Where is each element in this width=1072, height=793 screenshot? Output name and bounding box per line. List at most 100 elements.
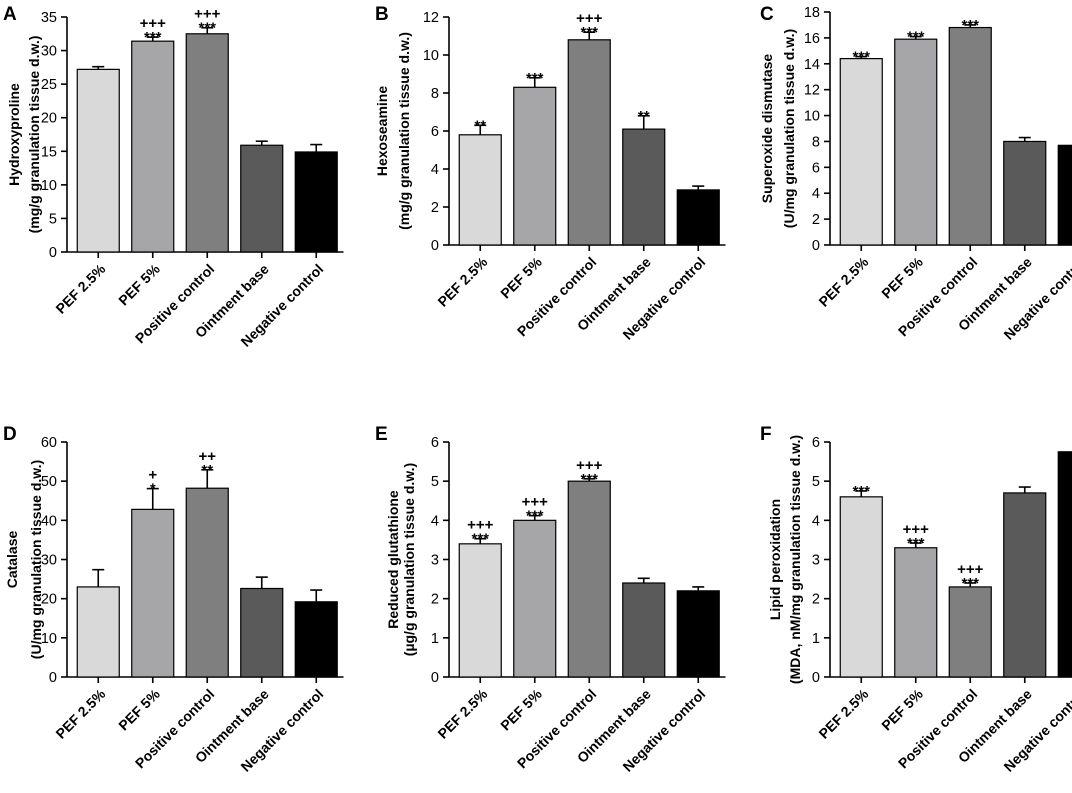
bar (1003, 492, 1047, 678)
significance-plus: +++ (467, 517, 494, 534)
y-tick-label: 40 (41, 513, 57, 529)
significance-stars: *** (852, 483, 870, 500)
significance-stars: ** (638, 108, 650, 125)
significance-stars: *** (907, 535, 925, 552)
bar (513, 86, 557, 246)
y-axis-subtitle: (mg/g granulation tissue d.w.) (396, 32, 412, 230)
bar (240, 587, 284, 678)
bar (1057, 144, 1072, 246)
y-tick-label: 5 (431, 474, 439, 490)
y-tick-label: 20 (41, 111, 57, 127)
significance-plus: +++ (522, 494, 549, 511)
significance-plus: +++ (576, 10, 603, 27)
x-category-label: PEF 5% (497, 685, 545, 733)
significance-stars: *** (852, 49, 870, 66)
y-tick-label: 0 (431, 670, 439, 686)
bar (294, 601, 338, 678)
y-tick-label: 4 (431, 162, 439, 178)
y-axis-subtitle: (U/mg granulation tissue d.w.) (781, 29, 797, 228)
y-tick-label: 16 (804, 31, 820, 47)
bar (567, 480, 611, 678)
y-tick-label: 10 (423, 48, 439, 64)
y-tick-label: 8 (812, 134, 820, 150)
y-tick-label: 35 (41, 10, 57, 26)
significance-stars: ** (474, 117, 486, 134)
panel-letter: E (375, 424, 388, 445)
x-category-label: PEF 2.5% (815, 685, 871, 741)
bar (458, 134, 502, 246)
bar (676, 189, 720, 246)
bar (76, 68, 120, 253)
y-tick-label: 6 (431, 124, 439, 140)
y-tick-label: 30 (41, 44, 57, 60)
y-axis-title: Catalase (4, 530, 20, 588)
x-category-label: PEF 5% (115, 685, 163, 733)
significance-plus: +++ (576, 457, 603, 474)
y-tick-label: 0 (812, 238, 820, 254)
y-tick-label: 0 (49, 670, 57, 686)
bar (839, 57, 883, 246)
significance-stars: ** (201, 462, 213, 479)
y-tick-label: 14 (804, 57, 820, 73)
panel-e: E 0 1 2 3 4 5 6 Reduced glutathione (µg/g granula… (375, 424, 726, 775)
y-tick-label: 0 (812, 670, 820, 686)
bar (294, 151, 338, 253)
y-axis-subtitle: (MDA, nM/mg granulation tissue d.w.) (787, 435, 803, 684)
significance-stars: *** (526, 508, 544, 525)
bar (622, 128, 666, 246)
bar (458, 543, 502, 678)
y-tick-label: 6 (812, 160, 820, 176)
panel-f: F 0 1 2 3 4 5 6 Lipid peroxidation (MDA, nM/mg gr… (760, 424, 1072, 775)
y-tick-label: 2 (431, 200, 439, 216)
x-category-label: PEF 5% (878, 253, 926, 301)
panel-letter: A (3, 4, 17, 25)
significance-plus: ++ (198, 448, 216, 465)
significance-stars: * (150, 481, 156, 498)
bar (1003, 140, 1047, 246)
panel-a: A 0 5 10 15 20 25 30 35 Hydroxyproline (mg/g granu… (3, 4, 344, 350)
panel-letter: B (375, 4, 389, 25)
y-tick-label: 5 (812, 474, 820, 490)
y-tick-label: 10 (804, 109, 820, 125)
y-tick-label: 50 (41, 474, 57, 490)
y-tick-label: 4 (431, 513, 439, 529)
x-category-label: PEF 2.5% (815, 253, 871, 309)
bar (185, 33, 229, 253)
bar (894, 38, 938, 246)
y-tick-label: 4 (812, 513, 820, 529)
panel-b: B 0 2 4 6 8 10 12 Hexoseamine (mg/g granulation t… (374, 4, 726, 343)
y-tick-label: 2 (812, 592, 820, 608)
y-axis-subtitle: (mg/g granulation tissue d.w.) (26, 36, 42, 234)
y-axis-title: Hexoseamine (374, 86, 390, 176)
y-tick-label: 3 (812, 553, 820, 569)
y-tick-label: 25 (41, 77, 57, 93)
y-tick-label: 0 (49, 245, 57, 261)
y-tick-label: 4 (812, 186, 820, 202)
significance-stars: *** (144, 29, 162, 46)
significance-stars: *** (198, 20, 216, 37)
significance-stars: *** (961, 17, 979, 34)
bar (948, 26, 992, 246)
significance-stars: *** (471, 531, 489, 548)
y-tick-label: 10 (41, 631, 57, 647)
y-axis-subtitle: (µg/g granulation tissue d.w.) (401, 463, 417, 656)
bar (513, 519, 557, 678)
bar (676, 590, 720, 678)
panel-d: D 0 10 20 30 40 50 60 Catalase (U/mg granulation … (3, 424, 344, 775)
bar (1057, 451, 1072, 678)
y-axis-subtitle: (U/mg granulation tissue d.w.) (28, 460, 44, 659)
significance-stars: *** (580, 471, 598, 488)
significance-plus: + (148, 467, 157, 484)
significance-stars: *** (907, 29, 925, 46)
bar (131, 508, 175, 678)
significance-stars: *** (580, 24, 598, 41)
y-tick-label: 5 (49, 211, 57, 227)
y-tick-label: 3 (431, 553, 439, 569)
y-tick-label: 8 (431, 86, 439, 102)
bar (131, 40, 175, 253)
panel-letter: F (760, 424, 772, 445)
panel-c: C 0 2 4 6 8 10 12 14 16 18 Superoxide dismutase (U/m… (759, 4, 1072, 343)
y-tick-label: 20 (41, 592, 57, 608)
significance-plus: +++ (903, 521, 930, 538)
